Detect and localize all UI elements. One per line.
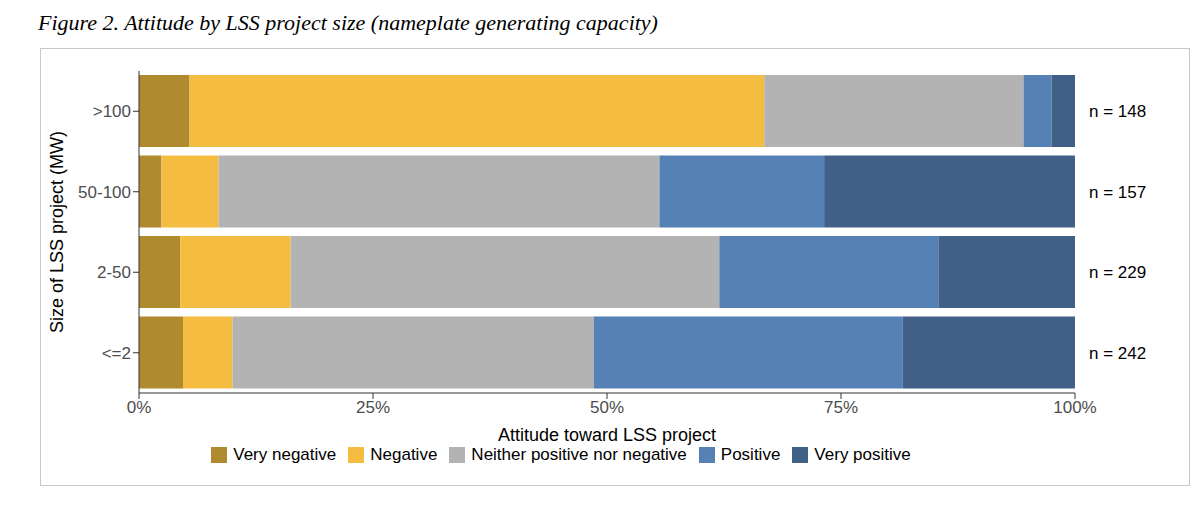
- html-text:Positive: Positive: [720, 445, 781, 464]
- svg-text:>100: >100: [93, 102, 131, 121]
- html-text:Figure 2. Attitude by LSS proj: Figure 2. Attitude by LSS project size (…: [38, 10, 658, 35]
- html-text:Negative: Negative: [370, 445, 438, 464]
- svg-text:100%: 100%: [1053, 398, 1096, 417]
- svg-text:<=2: <=2: [102, 344, 131, 363]
- svg-text:Size of LSS project (MW): Size of LSS project (MW): [47, 131, 67, 333]
- html-text:Neither positive nor negative: Neither positive nor negative: [471, 445, 687, 464]
- svg-text:2-50: 2-50: [97, 263, 131, 282]
- svg-text:n = 148: n = 148: [1089, 102, 1146, 121]
- svg-text:Attitude toward LSS project: Attitude toward LSS project: [498, 425, 716, 445]
- svg-text:n = 157: n = 157: [1089, 183, 1146, 202]
- html-text:Very positive: Very positive: [814, 445, 911, 464]
- svg-text:n = 229: n = 229: [1089, 263, 1146, 282]
- svg-text:0%: 0%: [127, 398, 152, 417]
- svg-text:75%: 75%: [824, 398, 858, 417]
- svg-text:25%: 25%: [356, 398, 390, 417]
- svg-text:n = 242: n = 242: [1089, 344, 1146, 363]
- svg-text:50%: 50%: [590, 398, 624, 417]
- svg-text:50-100: 50-100: [78, 183, 131, 202]
- html-text:Very negative: Very negative: [233, 445, 337, 464]
